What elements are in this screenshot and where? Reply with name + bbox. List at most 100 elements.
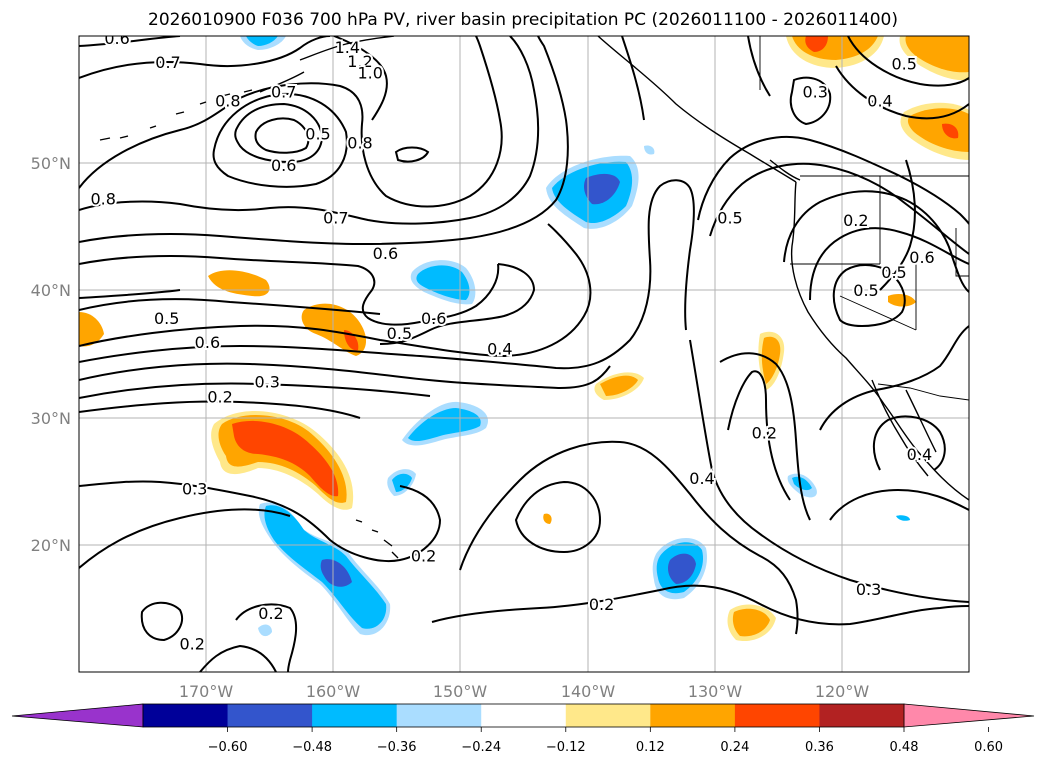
lon-tick-label: 120°W (815, 682, 870, 701)
pv-contour (689, 339, 969, 603)
pv-contour (459, 440, 799, 635)
pv-contour (79, 223, 592, 358)
contour-label: 0.3 (254, 373, 279, 392)
pv-contour (809, 227, 969, 301)
pv-contour (379, 263, 536, 345)
border-states (790, 176, 969, 331)
contour-label: 0.2 (589, 595, 614, 614)
colorbar-bin (819, 704, 905, 727)
pv-contour (254, 117, 310, 154)
lat-tick-label: 20°N (31, 536, 71, 555)
lat-axis: 20°N 30°N 40°N 50°N (31, 154, 71, 555)
shade-pos-16 (805, 36, 828, 52)
contour-label: 0.5 (154, 309, 179, 328)
pv-contour (829, 488, 969, 521)
pv-contour (235, 603, 297, 672)
colorbar-bin (565, 704, 651, 727)
contour-label: 0.2 (843, 211, 868, 230)
contour-label: 0.5 (305, 124, 330, 143)
contour-label: 1.2 (347, 52, 372, 71)
contour-label: 0.6 (271, 156, 296, 175)
pv-contour (621, 36, 645, 121)
contour-label: 0.6 (909, 248, 934, 267)
shade-pos-5 (344, 330, 359, 351)
contour-label: 0.7 (271, 83, 296, 102)
contour-label: 0.3 (802, 83, 827, 102)
pv-contour (79, 36, 331, 79)
pv-contour (697, 135, 969, 225)
pv-contour (79, 382, 431, 399)
contour-label: 0.7 (323, 208, 348, 227)
contour-label: 0.4 (689, 469, 714, 488)
shade-neg-20 (644, 145, 655, 155)
pv-contour (79, 36, 540, 225)
colorbar-tick-label: −0.12 (546, 740, 586, 755)
colorbar: −0.60 −0.48 −0.36 −0.24 −0.12 0.12 0.24 0.36 0.4… (11, 703, 1035, 755)
contour-label: 0.2 (179, 635, 204, 654)
contour-label: 0.8 (347, 133, 372, 152)
shade-pos-23 (543, 513, 552, 524)
colorbar-bin (227, 704, 313, 727)
contour-label: 0.5 (881, 263, 906, 282)
coast-west-north-america (790, 181, 969, 501)
pv-contour (79, 36, 569, 246)
contour-label: 0.6 (421, 309, 446, 328)
shade-neg-17 (792, 476, 812, 491)
map-frame (78, 35, 970, 673)
contour-label: 0.6 (104, 29, 129, 48)
contour-label: 0.8 (215, 91, 240, 110)
pv-contour (747, 36, 771, 97)
contour-label: 0.4 (867, 91, 892, 110)
lat-tick-label: 30°N (31, 409, 71, 428)
colorbar-tick-label: 0.24 (720, 740, 749, 755)
pv-contour (79, 362, 611, 390)
shade-neg-5 (416, 265, 470, 300)
pv-contour (79, 289, 181, 299)
contour-label: 0.4 (907, 445, 932, 464)
pv-contour (79, 179, 695, 370)
shade-pos-18 (905, 36, 969, 73)
pv-contours (79, 36, 969, 672)
pv-contour (79, 298, 381, 315)
negative-precip-shading (240, 36, 910, 637)
contour-label: 0.2 (258, 604, 283, 623)
pv-contour (719, 352, 811, 521)
pv-contour (872, 415, 946, 471)
pv-contour (79, 36, 181, 47)
lat-tick-label: 50°N (31, 154, 71, 173)
contour-label: 0.5 (891, 55, 916, 74)
pv-contour (835, 65, 969, 120)
contour-label: 0.2 (411, 547, 436, 566)
shade-neg-3 (584, 173, 620, 205)
pv-contour (212, 92, 348, 188)
contour-label: 0.8 (90, 189, 115, 208)
contour-label: 0.3 (182, 479, 207, 498)
shade-neg-9 (392, 473, 412, 492)
contour-label: 0.5 (853, 281, 878, 300)
pv-contour (514, 480, 602, 554)
shade-neg-15 (668, 553, 696, 584)
colorbar-tick-label: −0.36 (377, 740, 417, 755)
pv-contour (789, 76, 832, 126)
shade-neg-19 (246, 36, 278, 46)
pv-contour (431, 584, 969, 626)
contour-label: 0.6 (195, 333, 220, 352)
coast-vancouver-island (769, 159, 801, 181)
coast-aleutians (99, 89, 253, 141)
contour-label: 0.5 (387, 324, 412, 343)
contour-label: 1.4 (335, 38, 360, 57)
shade-pos-22 (888, 294, 916, 307)
coast-hawaii (355, 519, 399, 559)
pv-contour (140, 601, 183, 642)
pv-contour (727, 370, 791, 501)
colorbar-tick-label: 0.36 (805, 740, 834, 755)
contour-label: 0.3 (856, 580, 881, 599)
pv-contour (234, 102, 324, 164)
contour-label: 0.7 (155, 53, 180, 72)
colorbar-tick-label: −0.60 (208, 740, 248, 755)
shade-neg-12 (320, 559, 352, 587)
pv-contour (79, 508, 291, 569)
pv-contour (199, 644, 277, 672)
coastlines (99, 36, 969, 559)
colorbar-bin (734, 704, 820, 727)
